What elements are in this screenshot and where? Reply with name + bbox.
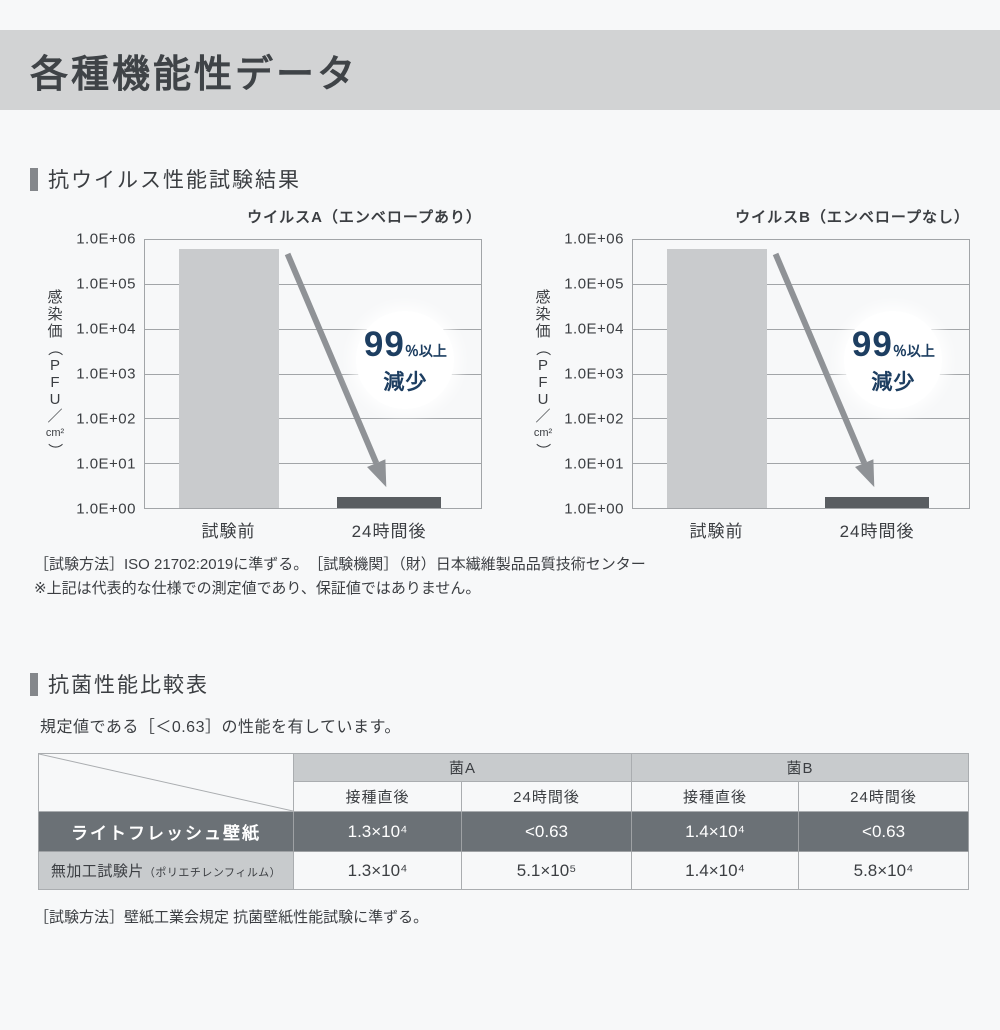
y-tick-label: 1.0E+05	[564, 275, 624, 293]
antivirus-section: 抗ウイルス性能試験結果 ウイルスA（エンベロープあり） 感染価（P F U ／ cm²）…	[30, 164, 970, 601]
gridline	[145, 418, 481, 420]
gridline	[633, 418, 969, 420]
x-tick-label: 24時間後	[839, 522, 915, 541]
reduction-suffix: ％以上	[892, 342, 935, 359]
x-tick-label: 試験前	[201, 522, 256, 541]
col-header-24h-b: 24時間後	[798, 781, 970, 812]
chart-virus-a: ウイルスA（エンベロープあり） 感染価（P F U ／ cm²） 1.0E+06 1.0E…	[38, 206, 482, 541]
x-axis-labels: 試験前 24時間後	[144, 509, 482, 541]
row-label: ライトフレッシュ壁紙	[38, 811, 294, 852]
chart-b-title: ウイルスB（エンベロープなし）	[735, 209, 970, 226]
x-tick-label: 試験前	[689, 522, 744, 541]
reduction-word: 減少	[871, 370, 916, 394]
section-marker	[30, 167, 38, 191]
y-axis-label: 感染価（P F U ／ cm²）	[45, 289, 65, 459]
y-tick-label: 1.0E+00	[76, 500, 136, 518]
gridline	[145, 463, 481, 465]
antibacterial-section: 抗菌性能比較表 規定値である［＜0.63］の性能を有しています。 菌A	[30, 669, 970, 930]
value-cell: 5.8×10⁴	[798, 851, 970, 890]
antivirus-section-header: 抗ウイルス性能試験結果	[30, 164, 970, 194]
y-tick-label: 1.0E+04	[76, 320, 136, 338]
value-cell: 1.3×10⁴	[293, 851, 462, 890]
page-title-banner: 各種機能性データ	[0, 30, 1000, 110]
column-group-bacteria-b: 菌B	[631, 753, 970, 782]
row-label: 無加工試験片（ポリエチレンフィルム）	[38, 851, 294, 890]
page-title: 各種機能性データ	[30, 53, 359, 96]
x-axis-labels: 試験前 24時間後	[632, 509, 970, 541]
decrease-arrow-icon	[772, 252, 875, 488]
y-tick-label: 1.0E+06	[76, 230, 136, 248]
diagonal-line	[39, 754, 293, 811]
col-header-inoculation-a: 接種直後	[293, 781, 462, 812]
antibacterial-intro: 規定値である［＜0.63］の性能を有しています。	[40, 719, 401, 736]
reduction-percent: 99	[851, 324, 893, 364]
column-group-bacteria-a: 菌A	[292, 753, 633, 782]
chart-a-title: ウイルスA（エンベロープあり）	[247, 209, 482, 226]
page: 各種機能性データ 抗ウイルス性能試験結果 ウイルスA（エンベロープあり） 感染価…	[0, 30, 1000, 1030]
col-header-24h-a: 24時間後	[460, 781, 633, 812]
y-axis-ticks: 1.0E+06 1.0E+05 1.0E+04 1.0E+03 1.0E+02 1.0E+…	[560, 231, 632, 518]
antivirus-section-title: 抗ウイルス性能試験結果	[48, 169, 301, 192]
value-cell: 1.3×10⁴	[293, 811, 462, 852]
plot-area: 99 ％以上 減少	[144, 239, 482, 509]
y-tick-label: 1.0E+04	[564, 320, 624, 338]
gridline	[145, 239, 481, 240]
plot-area: 99 ％以上 減少	[632, 239, 970, 509]
antibacterial-note-method: ［試験方法］壁紙工業会規定 抗菌壁紙性能試験に準ずる。	[34, 909, 429, 926]
y-tick-label: 1.0E+06	[564, 230, 624, 248]
y-tick-label: 1.0E+01	[76, 455, 136, 473]
charts-row: ウイルスA（エンベロープあり） 感染価（P F U ／ cm²） 1.0E+06 1.0E…	[30, 206, 970, 541]
value-cell: 5.1×10⁵	[460, 851, 633, 890]
reduction-badge: 99 ％以上 減少	[844, 311, 943, 410]
table-row: 無加工試験片（ポリエチレンフィルム） 1.3×10⁴ 5.1×10⁵ 1.4×10⁴ 5…	[38, 851, 970, 890]
y-tick-label: 1.0E+03	[76, 365, 136, 383]
antibacterial-section-header: 抗菌性能比較表	[30, 669, 970, 699]
x-tick-label: 24時間後	[351, 522, 427, 541]
y-axis-label: 感染価（P F U ／ cm²）	[533, 289, 553, 459]
value-cell: <0.63	[460, 811, 633, 852]
y-tick-label: 1.0E+03	[564, 365, 624, 383]
reduction-word: 減少	[383, 370, 428, 394]
bar-試験前	[666, 248, 768, 508]
table-corner-cell	[38, 753, 294, 812]
y-tick-label: 1.0E+01	[564, 455, 624, 473]
gridline	[145, 373, 481, 375]
gridline	[633, 373, 969, 375]
antivirus-note-method: ［試験方法］ISO 21702:2019に準ずる。 ［試験機関］（財）日本繊維製…	[34, 556, 646, 573]
row-label-note: （ポリエチレンフィルム）	[143, 867, 282, 879]
y-tick-label: 1.0E+05	[76, 275, 136, 293]
bar-24時間後	[824, 496, 929, 508]
gridline	[633, 328, 969, 330]
value-cell: <0.63	[798, 811, 970, 852]
gridline	[633, 239, 969, 240]
table-body: ライトフレッシュ壁紙 1.3×10⁴ <0.63 1.4×10⁴ <0.63 無加工試験片…	[38, 811, 970, 890]
y-tick-label: 1.0E+02	[76, 410, 136, 428]
col-header-inoculation-b: 接種直後	[631, 781, 800, 812]
gridline	[145, 328, 481, 330]
antibacterial-table: 菌A 菌B 接種直後 24時間後 接種直後 24時間後 ライトフレッシュ壁紙 1.…	[38, 753, 970, 890]
gridline	[633, 283, 969, 285]
reduction-suffix: ％以上	[404, 342, 447, 359]
reduction-percent: 99	[363, 324, 405, 364]
gridline	[633, 463, 969, 465]
reduction-badge: 99 ％以上 減少	[356, 311, 455, 410]
y-tick-label: 1.0E+02	[564, 410, 624, 428]
bar-24時間後	[336, 496, 441, 508]
table-row: ライトフレッシュ壁紙 1.3×10⁴ <0.63 1.4×10⁴ <0.63	[38, 811, 970, 852]
section-marker	[30, 672, 38, 696]
antibacterial-section-title: 抗菌性能比較表	[48, 674, 209, 697]
decrease-arrow-icon	[284, 252, 387, 488]
bar-試験前	[178, 248, 280, 508]
value-cell: 1.4×10⁴	[631, 811, 800, 852]
y-axis-ticks: 1.0E+06 1.0E+05 1.0E+04 1.0E+03 1.0E+02 1.0E+…	[72, 231, 144, 518]
y-tick-label: 1.0E+00	[564, 500, 624, 518]
chart-virus-b: ウイルスB（エンベロープなし） 感染価（P F U ／ cm²） 1.0E+06 1.0E…	[526, 206, 970, 541]
value-cell: 1.4×10⁴	[631, 851, 800, 890]
antivirus-note-disclaimer: ※上記は代表的な仕様での測定値であり、保証値ではありません。	[34, 580, 481, 597]
gridline	[145, 283, 481, 285]
